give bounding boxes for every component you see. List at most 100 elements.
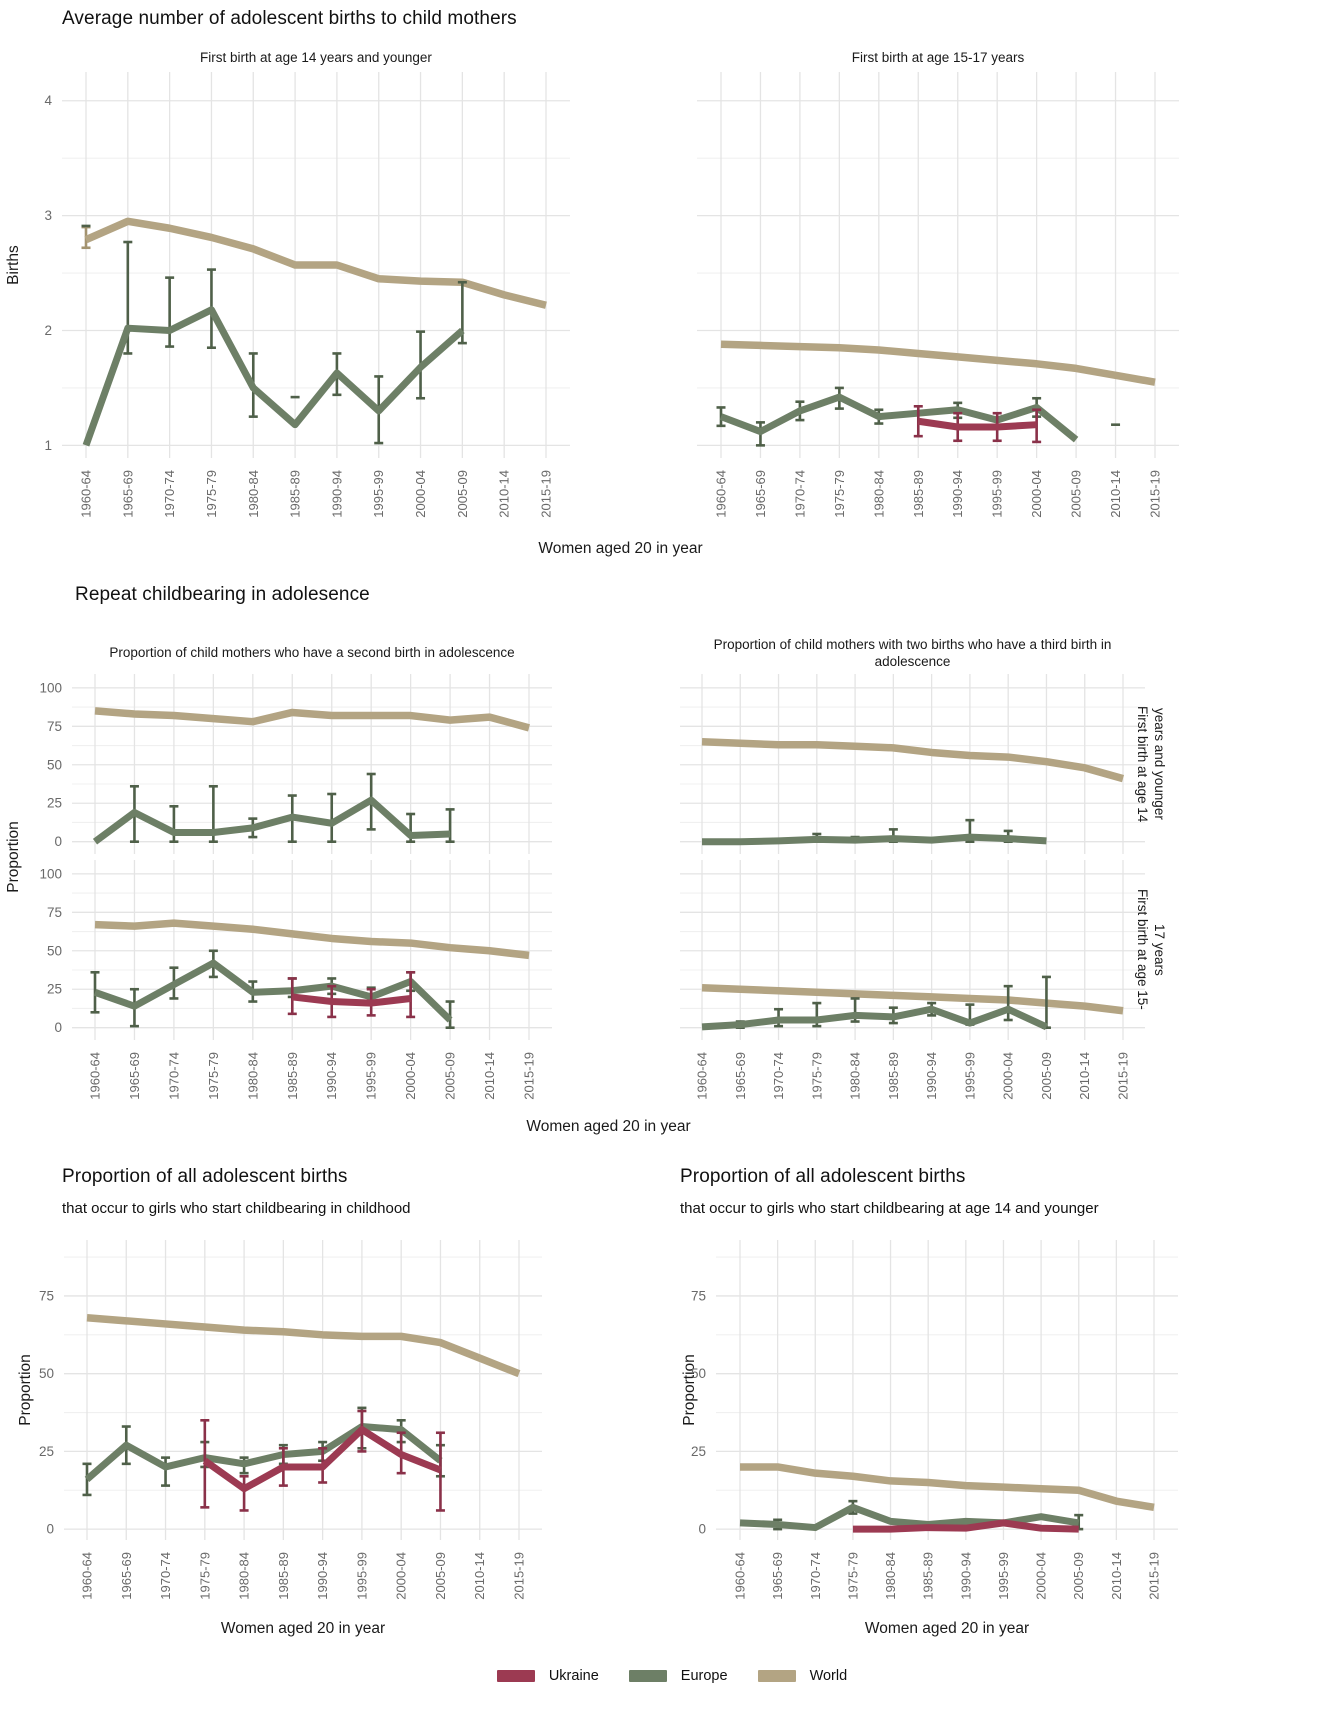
series-ukraine bbox=[913, 405, 1042, 444]
chart-panel-births-age1517: 1960-64 1965-69 1970-74 1975-79 1980-84 1985-… bbox=[697, 72, 1179, 518]
series-world bbox=[94, 707, 530, 732]
svg-text:1975-79: 1975-79 bbox=[206, 1052, 221, 1100]
svg-text:1965-69: 1965-69 bbox=[733, 1052, 748, 1100]
legend-label-ukraine: Ukraine bbox=[548, 1668, 599, 1684]
legend: Ukraine Europe World bbox=[0, 1668, 1344, 1684]
svg-text:1985-89: 1985-89 bbox=[886, 1052, 901, 1100]
series-ukraine bbox=[852, 1519, 1079, 1533]
chart-panel-third-birth-age1517: 1960-64 1965-69 1970-74 1975-79 1980-84 1985-… bbox=[680, 860, 1145, 1100]
svg-text:1965-69: 1965-69 bbox=[127, 1052, 142, 1100]
facet-label-first-birth-1517: First birth at age 15-17 years bbox=[851, 50, 1025, 65]
svg-text:1970-74: 1970-74 bbox=[162, 470, 177, 518]
svg-text:2015-19: 2015-19 bbox=[1148, 470, 1163, 518]
svg-text:2010-14: 2010-14 bbox=[497, 470, 512, 518]
svg-text:1985-89: 1985-89 bbox=[285, 1052, 300, 1100]
svg-text:75: 75 bbox=[39, 1288, 54, 1303]
svg-text:25: 25 bbox=[691, 1444, 706, 1459]
svg-text:1985-89: 1985-89 bbox=[911, 470, 926, 518]
svg-text:1970-74: 1970-74 bbox=[771, 1052, 786, 1100]
svg-text:1975-79: 1975-79 bbox=[197, 1552, 212, 1600]
svg-text:1990-94: 1990-94 bbox=[315, 1552, 330, 1600]
svg-text:1980-84: 1980-84 bbox=[237, 1552, 252, 1600]
series-europe bbox=[716, 386, 1079, 447]
svg-text:1995-99: 1995-99 bbox=[990, 470, 1005, 518]
svg-text:25: 25 bbox=[39, 1444, 54, 1459]
svg-text:1975-79: 1975-79 bbox=[809, 1052, 824, 1100]
series-world bbox=[701, 983, 1124, 1015]
legend-item-ukraine: Ukraine bbox=[496, 1668, 599, 1684]
chart-panel-childhood-share: 0 25 50 75 1960-64 1965-69 1970-74 1975-79 1980-… bbox=[39, 1240, 542, 1600]
series-world bbox=[86, 1313, 521, 1378]
svg-text:25: 25 bbox=[47, 982, 62, 997]
svg-text:1970-74: 1970-74 bbox=[166, 1052, 181, 1100]
legend-item-europe: Europe bbox=[628, 1668, 728, 1684]
svg-text:2010-14: 2010-14 bbox=[1077, 1052, 1092, 1100]
svg-text:1960-64: 1960-64 bbox=[79, 470, 94, 518]
svg-text:1995-99: 1995-99 bbox=[364, 1052, 379, 1100]
chart3-subtitle: that occur to girls who start childbeari… bbox=[62, 1200, 411, 1217]
svg-text:4: 4 bbox=[44, 93, 52, 108]
chart-panel-second-birth-age1517: 0 25 50 75 100 1960-64 1965-69 1970-74 1975-79 19… bbox=[39, 860, 552, 1100]
svg-text:50: 50 bbox=[47, 943, 62, 958]
svg-text:0: 0 bbox=[54, 834, 62, 849]
svg-text:1: 1 bbox=[44, 438, 52, 453]
svg-text:2005-09: 2005-09 bbox=[1039, 1052, 1054, 1100]
series-world bbox=[720, 340, 1156, 386]
svg-text:1970-74: 1970-74 bbox=[808, 1552, 823, 1600]
svg-text:1980-84: 1980-84 bbox=[246, 470, 261, 518]
svg-text:50: 50 bbox=[47, 757, 62, 772]
chart3-title: Proportion of all adolescent births bbox=[62, 1166, 348, 1187]
svg-text:1990-94: 1990-94 bbox=[950, 470, 965, 518]
series-europe bbox=[92, 772, 455, 845]
x-axis-label-br: Women aged 20 in year bbox=[864, 1620, 1030, 1637]
facet-row-strip-age1517: First birth at age 15-17 years bbox=[1135, 889, 1167, 1010]
svg-text:2015-19: 2015-19 bbox=[522, 1052, 537, 1100]
legend-label-world: World bbox=[809, 1668, 848, 1684]
svg-text:2005-09: 2005-09 bbox=[433, 1552, 448, 1600]
series-europe bbox=[739, 1499, 1084, 1532]
chart4-title: Proportion of all adolescent births bbox=[680, 1166, 966, 1187]
svg-text:1975-79: 1975-79 bbox=[832, 470, 847, 518]
svg-text:1980-84: 1980-84 bbox=[883, 1552, 898, 1600]
svg-text:1965-69: 1965-69 bbox=[119, 1552, 134, 1600]
svg-text:1980-84: 1980-84 bbox=[245, 1052, 260, 1100]
svg-text:1980-84: 1980-84 bbox=[848, 1052, 863, 1100]
svg-text:2000-04: 2000-04 bbox=[403, 1052, 418, 1100]
svg-text:2005-09: 2005-09 bbox=[1069, 470, 1084, 518]
svg-text:0: 0 bbox=[54, 1020, 62, 1035]
series-world bbox=[740, 1463, 1155, 1512]
gridlines bbox=[64, 1240, 542, 1540]
series-world bbox=[81, 217, 547, 309]
svg-text:2000-04: 2000-04 bbox=[394, 1552, 409, 1600]
facet-col-label-second-birth: Proportion of child mothers who have a s… bbox=[109, 645, 515, 660]
svg-text:2: 2 bbox=[44, 323, 52, 338]
svg-text:1965-69: 1965-69 bbox=[770, 1552, 785, 1600]
svg-text:2000-04: 2000-04 bbox=[1029, 470, 1044, 518]
x-axis-label-mid: Women aged 20 in year bbox=[526, 1118, 691, 1135]
legend-swatch-world bbox=[757, 1670, 796, 1682]
chart-panel-births-age14: 1 2 3 4 1960-64 1965-69 1970-74 1975-79 1980-84 1… bbox=[44, 72, 570, 518]
gridlines bbox=[72, 674, 552, 854]
svg-text:1960-64: 1960-64 bbox=[80, 1552, 95, 1600]
svg-text:1990-94: 1990-94 bbox=[324, 1052, 339, 1100]
svg-text:50: 50 bbox=[691, 1366, 706, 1381]
svg-text:1985-89: 1985-89 bbox=[288, 470, 303, 518]
svg-text:1995-99: 1995-99 bbox=[962, 1052, 977, 1100]
svg-text:2015-19: 2015-19 bbox=[539, 470, 554, 518]
x-axis-label-top: Women aged 20 in year bbox=[538, 540, 703, 557]
svg-text:1990-94: 1990-94 bbox=[329, 470, 344, 518]
svg-text:1975-79: 1975-79 bbox=[845, 1552, 860, 1600]
svg-text:25: 25 bbox=[47, 796, 62, 811]
svg-text:1970-74: 1970-74 bbox=[158, 1552, 173, 1600]
svg-text:2000-04: 2000-04 bbox=[1001, 1052, 1016, 1100]
svg-text:1995-99: 1995-99 bbox=[371, 470, 386, 518]
svg-text:1995-99: 1995-99 bbox=[996, 1552, 1011, 1600]
series-world bbox=[94, 919, 530, 960]
svg-text:2000-04: 2000-04 bbox=[413, 470, 428, 518]
svg-text:1990-94: 1990-94 bbox=[958, 1552, 973, 1600]
svg-text:1990-94: 1990-94 bbox=[924, 1052, 939, 1100]
series-ukraine bbox=[200, 1409, 445, 1512]
legend-item-world: World bbox=[757, 1668, 848, 1684]
series-world bbox=[701, 737, 1125, 783]
svg-text:100: 100 bbox=[39, 866, 62, 881]
